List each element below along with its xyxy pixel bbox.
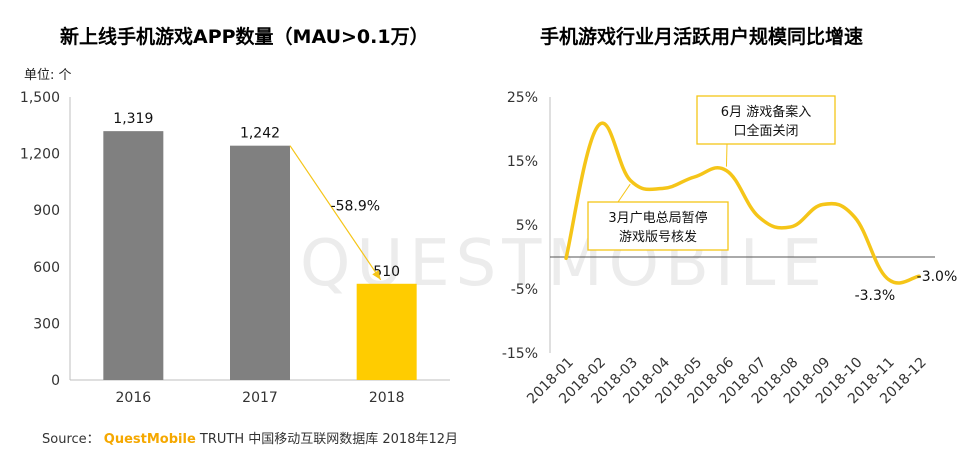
source-line: Source： QuestMobile TRUTH 中国移动互联网数据库 201…	[42, 428, 458, 447]
bar-value-label: 1,242	[240, 126, 280, 142]
x-tick-label: 2017	[242, 390, 278, 406]
y-tick-label: 1,500	[20, 90, 60, 106]
bar	[103, 131, 164, 380]
source-brand: QuestMobile	[103, 432, 196, 447]
y-tick-label: -15%	[502, 346, 538, 362]
decline-annotation: -58.9%	[331, 199, 381, 215]
callout-connector	[725, 143, 728, 167]
decline-arrow-head	[372, 269, 381, 280]
callout-text: 口全面关闭	[733, 123, 798, 139]
decline-arrow	[289, 145, 382, 281]
x-tick-label: 2018	[369, 390, 405, 406]
y-tick-label: 600	[33, 260, 60, 276]
left-chart-title: 新上线手机游戏APP数量（MAU>0.1万）	[60, 26, 429, 48]
x-tick-label: 2016	[116, 390, 152, 406]
y-tick-label: 25%	[507, 90, 538, 106]
y-tick-label: 900	[33, 203, 60, 219]
y-tick-label: 15%	[507, 154, 538, 170]
left-bar-chart: 0 300 600 900 1,200 1,500 1,319 2016 1,242 2017 51…	[20, 90, 450, 406]
y-tick-label: -5%	[511, 282, 538, 298]
unit-label: 单位: 个	[24, 68, 72, 83]
bar	[230, 145, 290, 380]
right-chart-title: 手机游戏行业月活跃用户规模同比增速	[540, 26, 864, 48]
point-value-label: -3.3%	[855, 288, 896, 304]
bar-value-label: 510	[373, 264, 400, 280]
growth-series-line	[564, 121, 921, 285]
callout-connector	[617, 183, 631, 203]
y-tick-label: 5%	[516, 218, 538, 234]
source-label: Source：	[42, 432, 100, 447]
point-value-label: -3.0%	[917, 269, 958, 285]
y-tick-label: 1,200	[20, 147, 60, 163]
y-tick-label: 0	[51, 373, 60, 389]
callout-text: 游戏版号核发	[619, 229, 697, 245]
bar	[356, 283, 417, 380]
callout-text: 3月广电总局暂停	[608, 210, 707, 226]
y-tick-label: 300	[33, 316, 60, 332]
callout-box	[696, 95, 836, 145]
callout-text: 6月 游戏备案入	[721, 104, 811, 120]
source-detail: TRUTH 中国移动互联网数据库 2018年12月	[199, 432, 459, 447]
callout-box	[587, 201, 729, 251]
bar-value-label: 1,319	[113, 111, 153, 127]
